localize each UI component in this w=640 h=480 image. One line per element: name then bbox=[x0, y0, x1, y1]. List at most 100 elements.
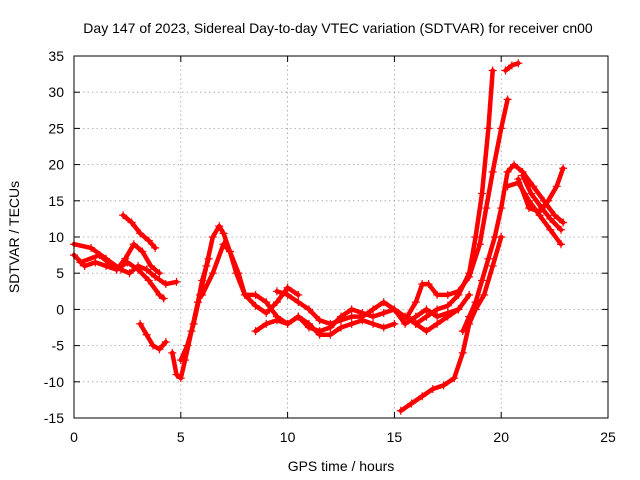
series-trace bbox=[413, 68, 495, 327]
series-arc-d bbox=[119, 211, 160, 252]
data-point-marker bbox=[202, 261, 211, 270]
data-point-marker bbox=[136, 229, 145, 238]
data-point-marker bbox=[95, 251, 104, 260]
series-arc-p bbox=[514, 164, 568, 216]
data-point-marker bbox=[465, 312, 474, 321]
data-point-marker bbox=[358, 312, 367, 321]
data-point-marker bbox=[125, 269, 134, 278]
data-point-marker bbox=[428, 385, 437, 394]
data-point-marker bbox=[183, 341, 192, 350]
data-point-marker bbox=[488, 167, 497, 176]
series-trace bbox=[78, 241, 162, 276]
y-tick-labels: -15 -10 -5 0 5 10 15 20 25 30 35 bbox=[44, 48, 64, 426]
data-point-marker bbox=[465, 269, 474, 278]
data-point-marker bbox=[529, 182, 538, 191]
data-point-marker bbox=[80, 261, 89, 270]
data-point-marker bbox=[326, 319, 335, 328]
data-point-marker bbox=[559, 164, 568, 173]
data-point-marker bbox=[347, 305, 356, 314]
data-point-marker bbox=[161, 280, 170, 289]
series-trace bbox=[516, 165, 566, 214]
data-point-marker bbox=[503, 167, 512, 176]
data-point-marker bbox=[454, 305, 463, 314]
x-tick-label: 25 bbox=[600, 429, 616, 445]
data-point-marker bbox=[283, 283, 292, 292]
data-point-marker bbox=[450, 374, 459, 383]
data-point-marker bbox=[458, 327, 467, 336]
data-point-marker bbox=[262, 309, 271, 318]
data-point-marker bbox=[136, 319, 145, 328]
data-point-marker bbox=[544, 196, 553, 205]
data-point-marker bbox=[272, 287, 281, 296]
data-point-marker bbox=[514, 59, 523, 68]
series-trace bbox=[460, 162, 566, 334]
data-point-marker bbox=[379, 323, 388, 332]
y-tick-label: 35 bbox=[48, 48, 64, 64]
y-tick-label: 15 bbox=[48, 193, 64, 209]
data-point-marker bbox=[403, 312, 412, 321]
data-point-marker bbox=[225, 247, 234, 256]
data-point-marker bbox=[550, 211, 559, 220]
data-point-marker bbox=[304, 323, 313, 332]
data-point-marker bbox=[112, 265, 121, 274]
data-point-marker bbox=[144, 276, 153, 285]
data-point-marker bbox=[424, 280, 433, 289]
x-axis-label: GPS time / hours bbox=[288, 458, 395, 474]
data-point-marker bbox=[142, 265, 151, 274]
ticks bbox=[73, 55, 609, 419]
x-tick-label: 5 bbox=[177, 429, 185, 445]
data-point-marker bbox=[471, 298, 480, 307]
data-point-marker bbox=[149, 341, 158, 350]
data-point-marker bbox=[537, 204, 546, 213]
chart-title: Day 147 of 2023, Sidereal Day-to-day VTE… bbox=[83, 20, 593, 36]
data-point-marker bbox=[304, 305, 313, 314]
series-trace bbox=[120, 213, 158, 251]
data-point-marker bbox=[443, 301, 452, 310]
data-point-marker bbox=[119, 211, 128, 220]
data-point-marker bbox=[127, 218, 136, 227]
data-point-marker bbox=[411, 298, 420, 307]
data-point-marker bbox=[422, 305, 431, 314]
data-point-marker bbox=[503, 95, 512, 104]
data-point-marker bbox=[546, 225, 555, 234]
data-point-marker bbox=[490, 233, 499, 241]
data-point-marker bbox=[401, 319, 410, 328]
data-point-marker bbox=[208, 269, 217, 278]
data-point-marker bbox=[379, 309, 388, 318]
data-point-marker bbox=[234, 269, 243, 278]
series-arc-q bbox=[501, 59, 523, 75]
data-point-marker bbox=[208, 233, 217, 241]
data-point-marker bbox=[514, 175, 523, 184]
data-point-marker bbox=[262, 298, 271, 307]
data-point-marker bbox=[510, 160, 519, 169]
y-tick-label: 0 bbox=[56, 301, 64, 317]
data-point-marker bbox=[439, 381, 448, 390]
x-tick-labels: 0 5 10 15 20 25 bbox=[70, 429, 616, 445]
data-point-marker bbox=[151, 243, 160, 252]
data-point-marker bbox=[369, 305, 378, 314]
series-arc-k bbox=[403, 95, 512, 321]
data-point-marker bbox=[454, 290, 463, 299]
data-point-marker bbox=[155, 290, 164, 299]
y-tick-label: 20 bbox=[48, 157, 64, 173]
data-point-marker bbox=[142, 330, 151, 339]
data-point-marker bbox=[347, 312, 356, 321]
data-point-marker bbox=[251, 290, 260, 299]
data-point-marker bbox=[433, 312, 442, 321]
series-trace bbox=[253, 307, 461, 334]
data-point-marker bbox=[144, 236, 153, 245]
y-tick-label: 25 bbox=[48, 120, 64, 136]
data-point-marker bbox=[552, 182, 561, 191]
data-point-marker bbox=[262, 319, 271, 328]
data-point-marker bbox=[294, 290, 303, 299]
data-point-marker bbox=[484, 254, 493, 263]
data-point-marker bbox=[315, 327, 324, 336]
data-point-marker bbox=[433, 319, 442, 328]
data-point-marker bbox=[134, 261, 143, 270]
data-point-marker bbox=[146, 261, 155, 270]
data-point-marker bbox=[283, 290, 292, 299]
data-point-marker bbox=[155, 269, 164, 278]
series-trace bbox=[398, 234, 504, 414]
x-tick-label: 0 bbox=[70, 429, 78, 445]
